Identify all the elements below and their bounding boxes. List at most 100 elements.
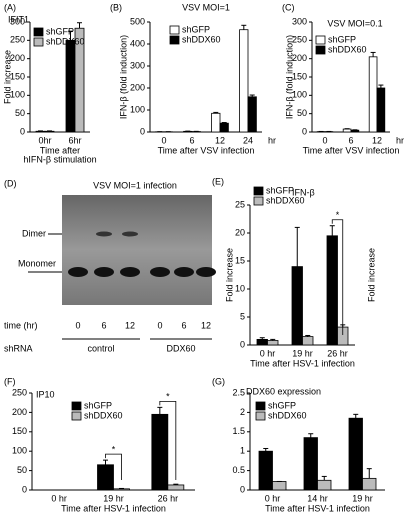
annotation: * bbox=[336, 210, 340, 220]
legend-label: shDDX60 bbox=[328, 44, 367, 54]
y-axis-label: IFN-β (fold induction) bbox=[284, 35, 294, 119]
bar bbox=[247, 96, 257, 133]
panel-label: (D) bbox=[4, 178, 17, 188]
bar bbox=[97, 464, 114, 491]
legend-swatch bbox=[71, 401, 82, 411]
y-tick-label: 250 bbox=[10, 35, 25, 45]
gel-title: VSV MOI=1 infection bbox=[93, 180, 177, 190]
annotation: * bbox=[166, 392, 170, 402]
y-tick-label: 300 bbox=[10, 16, 25, 26]
lane-time: 0 bbox=[75, 320, 80, 330]
x-axis-label: Time after VSV infection bbox=[303, 145, 400, 155]
time-label: time (hr) bbox=[4, 320, 38, 330]
y-tick-label: 200 bbox=[12, 407, 27, 417]
panel-label: (B) bbox=[110, 2, 122, 12]
shrna-label: shRNA bbox=[4, 343, 33, 353]
dimer-band bbox=[122, 231, 138, 237]
group-label: DDX60 bbox=[166, 343, 195, 353]
legend-label: shGFP bbox=[182, 24, 210, 34]
bar bbox=[291, 266, 303, 346]
chart-title: DDX60 expression bbox=[246, 386, 321, 396]
y-tick-label: 200 bbox=[292, 53, 307, 63]
y-tick-label: 300 bbox=[130, 60, 145, 70]
bar bbox=[113, 488, 130, 491]
y-tick-label: 250 bbox=[292, 35, 307, 45]
y-tick-label: 0.5 bbox=[232, 465, 245, 475]
legend-swatch bbox=[71, 411, 82, 421]
bar bbox=[256, 338, 268, 346]
y-tick-label: 0 bbox=[20, 126, 25, 136]
legend-swatch bbox=[33, 37, 44, 47]
panel-label: (A) bbox=[4, 2, 16, 12]
x-tick-label: 0hr bbox=[38, 135, 51, 145]
gel-panel: (D) VSV MOI=1 infection Dimer Monomer ti… bbox=[4, 178, 212, 353]
dimer-label: Dimer bbox=[22, 228, 46, 238]
group-label: control bbox=[87, 343, 114, 353]
y-tick-label: 0 bbox=[240, 339, 245, 349]
significance-bracket bbox=[331, 219, 344, 335]
x-axis-label: hIFN-β stimulation bbox=[23, 154, 96, 164]
lane-time: 6 bbox=[101, 320, 106, 330]
legend-swatch bbox=[255, 401, 266, 411]
chart: (E) IFN-β 0 5 10 15 20 25 Fold increase Fold incr… bbox=[212, 176, 376, 368]
x-axis-label: Time after HSV-1 infection bbox=[250, 358, 355, 368]
legend-swatch bbox=[169, 35, 180, 45]
monomer-band bbox=[196, 267, 216, 277]
y-tick-label: 0 bbox=[302, 126, 307, 136]
chart-title: VSV MOI=0.1 bbox=[327, 18, 382, 28]
y-tick-label: 10 bbox=[235, 283, 245, 293]
legend-label: shDDX60 bbox=[266, 195, 305, 205]
legend-swatch bbox=[315, 35, 326, 45]
gel-shade bbox=[62, 195, 212, 305]
chart-title: IFIT1 bbox=[8, 14, 29, 24]
x-tick-label: 14 hr bbox=[307, 493, 328, 503]
x-tick-label: 6 bbox=[189, 135, 194, 145]
x-tick-label: 6hr bbox=[68, 135, 81, 145]
chart: (G) DDX60 expression 0 0.5 1 1.5 2 2.5 0 hr 14 hr… bbox=[212, 376, 385, 513]
y-tick-label: 200 bbox=[130, 82, 145, 92]
y2-axis-label: Fold increase bbox=[366, 248, 376, 302]
bar bbox=[317, 479, 332, 491]
y-tick-label: 20 bbox=[235, 227, 245, 237]
bar bbox=[65, 39, 76, 133]
x-tick-label: 0 hr bbox=[260, 348, 276, 358]
x-tick-label: 26 hr bbox=[158, 493, 179, 503]
y-tick-label: 150 bbox=[10, 71, 25, 81]
y-tick-label: 15 bbox=[235, 255, 245, 265]
y-tick-label: 100 bbox=[10, 90, 25, 100]
y-tick-label: 50 bbox=[17, 465, 27, 475]
y-tick-label: 500 bbox=[130, 16, 145, 26]
bar bbox=[376, 87, 386, 133]
bar bbox=[348, 417, 363, 491]
y-tick-label: 1.5 bbox=[232, 426, 245, 436]
lane-time: 12 bbox=[125, 320, 135, 330]
bar bbox=[303, 437, 318, 491]
annotation: * bbox=[112, 444, 116, 454]
y-tick-label: 50 bbox=[297, 108, 307, 118]
x-tick-label: 26 hr bbox=[327, 348, 348, 358]
legend-label: shDDX60 bbox=[46, 36, 85, 46]
y-tick-label: 0 bbox=[140, 126, 145, 136]
bar bbox=[151, 413, 169, 491]
chart: (A) IFIT1 0 50 100 150 200 250 300 Fold increase 0… bbox=[2, 2, 96, 164]
legend-swatch bbox=[315, 45, 326, 55]
bar bbox=[326, 235, 338, 346]
monomer-label: Monomer bbox=[18, 258, 56, 268]
lane-time: 12 bbox=[201, 320, 211, 330]
y-tick-label: 400 bbox=[130, 38, 145, 48]
x-tick-label: 0 hr bbox=[265, 493, 281, 503]
legend-swatch bbox=[169, 25, 180, 35]
significance-bracket bbox=[105, 453, 122, 480]
x-tick-label: 0 bbox=[322, 135, 327, 145]
legend-swatch bbox=[33, 27, 44, 37]
y-axis-label: Fold increase bbox=[224, 248, 234, 302]
bar bbox=[211, 112, 221, 133]
chart: (C) VSV MOI=0.1 0 50 100 150 200 250 300 IFN-β (f… bbox=[282, 2, 404, 155]
bar bbox=[302, 336, 314, 346]
bar bbox=[267, 340, 279, 346]
y-tick-label: 2.5 bbox=[232, 387, 245, 397]
lane-time: 6 bbox=[181, 320, 186, 330]
legend-label: shGFP bbox=[84, 400, 112, 410]
